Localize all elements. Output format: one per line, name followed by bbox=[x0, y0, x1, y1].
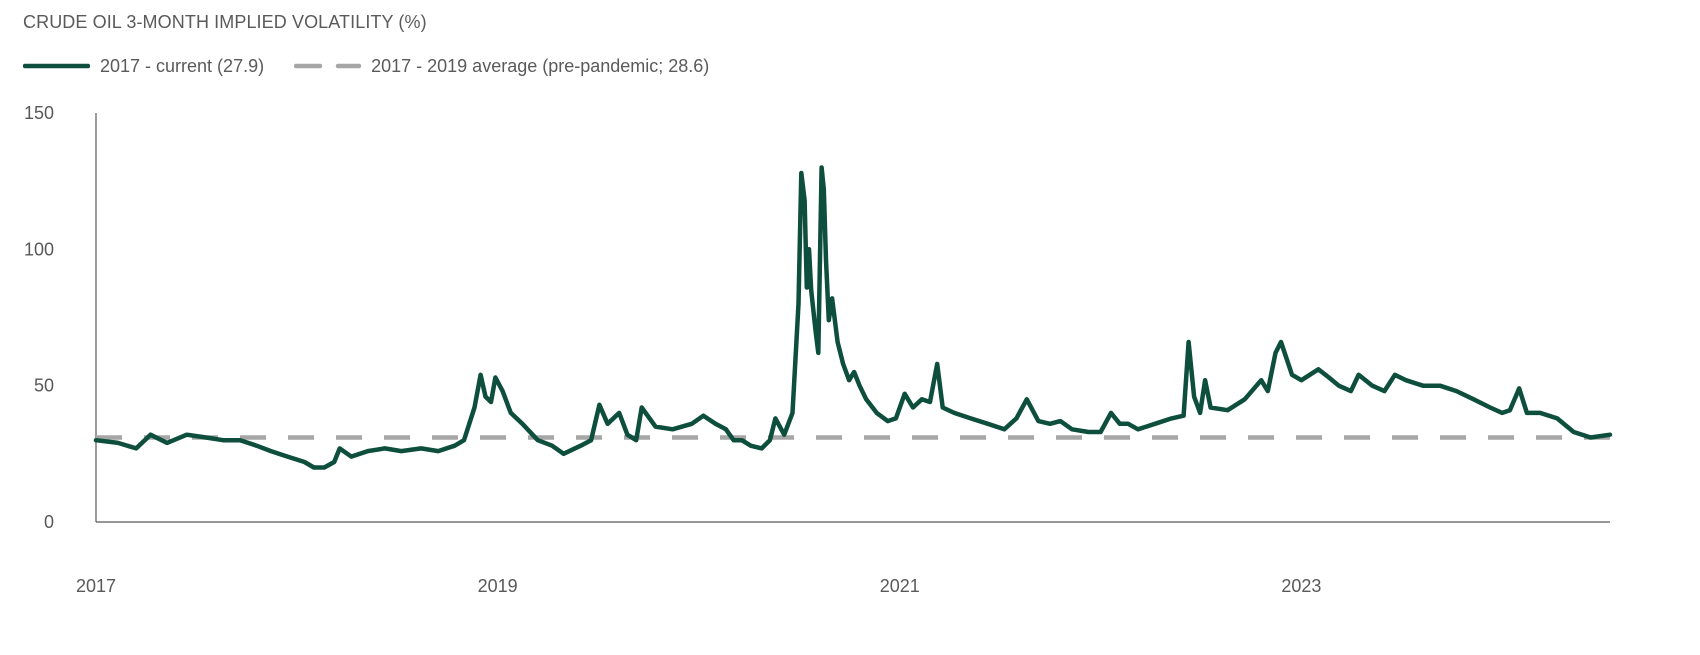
y-tick-label: 100 bbox=[24, 239, 54, 259]
chart-legend: 2017 - current (27.9) 2017 - 2019 averag… bbox=[23, 52, 739, 80]
legend-swatch-solid bbox=[23, 59, 90, 73]
chart-title: CRUDE OIL 3-MONTH IMPLIED VOLATILITY (%) bbox=[23, 12, 427, 32]
series-line-current bbox=[93, 165, 1613, 470]
x-tick-label: 2019 bbox=[478, 576, 518, 596]
legend-item-current: 2017 - current (27.9) bbox=[23, 56, 264, 77]
y-tick-label: 50 bbox=[34, 376, 54, 396]
legend-label-average: 2017 - 2019 average (pre-pandemic; 28.6) bbox=[371, 55, 710, 76]
y-tick-label: 150 bbox=[24, 103, 54, 123]
x-tick-label: 2023 bbox=[1281, 576, 1321, 596]
legend-swatch-dashed bbox=[294, 59, 362, 73]
legend-label-current: 2017 - current (27.9) bbox=[100, 55, 265, 76]
x-tick-label: 2017 bbox=[76, 576, 116, 596]
y-tick-label: 0 bbox=[44, 512, 54, 532]
legend-item-average: 2017 - 2019 average (pre-pandemic; 28.6) bbox=[294, 56, 709, 77]
x-tick-label: 2021 bbox=[880, 576, 920, 596]
